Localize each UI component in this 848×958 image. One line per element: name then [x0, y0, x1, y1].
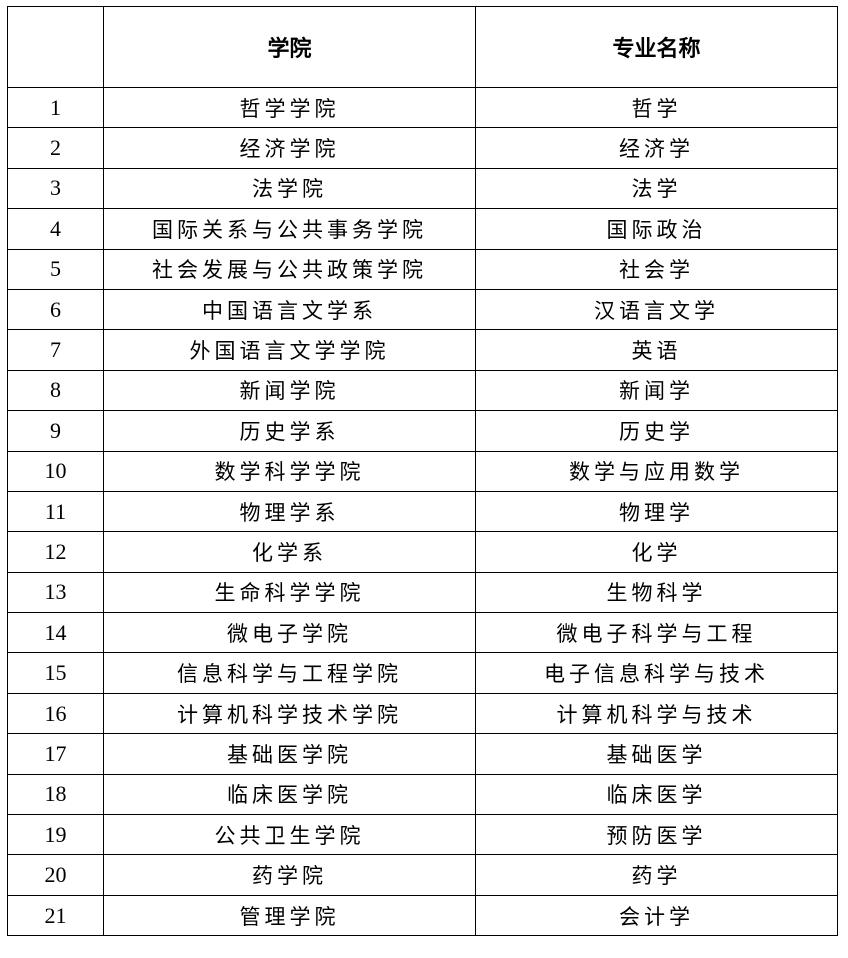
table-row: 7 外国语言文学学院 英语: [7, 329, 838, 371]
table-row: 17 基础医学院 基础医学: [7, 733, 838, 775]
table-row: 13 生命科学学院 生物科学: [7, 571, 838, 614]
school-cell: 计算机科学技术学院: [103, 692, 476, 735]
major-cell: 经济学: [475, 127, 838, 169]
school-cell: 新闻学院: [103, 369, 476, 412]
row-index: 20: [7, 854, 104, 896]
school-cell: 国际关系与公共事务学院: [103, 208, 476, 250]
table-row: 12 化学系 化学: [7, 531, 838, 573]
row-index: 13: [7, 571, 104, 614]
major-cell: 药学: [475, 854, 838, 896]
row-index: 19: [7, 814, 104, 856]
major-cell: 国际政治: [475, 208, 838, 250]
table-row: 9 历史学系 历史学: [7, 410, 838, 452]
major-cell: 数学与应用数学: [475, 450, 838, 492]
table-row: 8 新闻学院 新闻学: [7, 369, 838, 412]
table-row: 3 法学院 法学: [7, 167, 838, 210]
major-cell: 化学: [475, 531, 838, 573]
school-cell: 管理学院: [103, 894, 476, 937]
major-cell: 计算机科学与技术: [475, 692, 838, 735]
major-cell: 会计学: [475, 894, 838, 937]
major-cell: 新闻学: [475, 369, 838, 412]
school-cell: 经济学院: [103, 127, 476, 169]
row-index: 3: [7, 167, 104, 210]
school-cell: 哲学学院: [103, 86, 476, 129]
row-index: 9: [7, 410, 104, 452]
major-cell: 预防医学: [475, 814, 838, 856]
school-cell: 临床医学院: [103, 773, 476, 816]
table-row: 5 社会发展与公共政策学院 社会学: [7, 248, 838, 290]
table-row: 20 药学院 药学: [7, 854, 838, 896]
table-row: 11 物理学系 物理学: [7, 490, 838, 533]
table-row: 21 管理学院 会计学: [7, 894, 838, 937]
table-row: 10 数学科学学院 数学与应用数学: [7, 450, 838, 492]
school-cell: 社会发展与公共政策学院: [103, 248, 476, 290]
school-cell: 化学系: [103, 531, 476, 573]
school-cell: 微电子学院: [103, 612, 476, 654]
row-index: 7: [7, 329, 104, 371]
major-cell: 临床医学: [475, 773, 838, 816]
school-cell: 生命科学学院: [103, 571, 476, 614]
row-index: 8: [7, 369, 104, 412]
school-cell: 外国语言文学学院: [103, 329, 476, 371]
major-cell: 英语: [475, 329, 838, 371]
table-row: 19 公共卫生学院 预防医学: [7, 814, 838, 856]
row-index: 21: [7, 894, 104, 937]
row-index: 17: [7, 733, 104, 775]
header-major: 专业名称: [475, 6, 838, 88]
school-cell: 中国语言文学系: [103, 288, 476, 331]
table-row: 4 国际关系与公共事务学院 国际政治: [7, 208, 838, 250]
row-index: 11: [7, 490, 104, 533]
major-cell: 生物科学: [475, 571, 838, 614]
school-cell: 物理学系: [103, 490, 476, 533]
school-cell: 数学科学学院: [103, 450, 476, 492]
table-row: 14 微电子学院 微电子科学与工程: [7, 612, 838, 654]
header-row: 学院 专业名称: [7, 6, 838, 88]
school-cell: 信息科学与工程学院: [103, 652, 476, 694]
major-cell: 电子信息科学与技术: [475, 652, 838, 694]
row-index: 2: [7, 127, 104, 169]
table-row: 16 计算机科学技术学院 计算机科学与技术: [7, 692, 838, 735]
header-school: 学院: [103, 6, 476, 88]
major-cell: 物理学: [475, 490, 838, 533]
table-row: 18 临床医学院 临床医学: [7, 773, 838, 816]
major-cell: 汉语言文学: [475, 288, 838, 331]
school-cell: 基础医学院: [103, 733, 476, 775]
school-cell: 法学院: [103, 167, 476, 210]
row-index: 16: [7, 692, 104, 735]
school-cell: 药学院: [103, 854, 476, 896]
major-cell: 哲学: [475, 86, 838, 129]
row-index: 12: [7, 531, 104, 573]
row-index: 14: [7, 612, 104, 654]
row-index: 10: [7, 450, 104, 492]
major-cell: 法学: [475, 167, 838, 210]
row-index: 6: [7, 288, 104, 331]
majors-table: 学院 专业名称 1 哲学学院 哲学 2 经济学院 经济学 3 法学院 法学 4 国际关系与公共事务学…: [7, 6, 838, 937]
row-index: 18: [7, 773, 104, 816]
major-cell: 微电子科学与工程: [475, 612, 838, 654]
major-cell: 基础医学: [475, 733, 838, 775]
table-row: 2 经济学院 经济学: [7, 127, 838, 169]
table-row: 1 哲学学院 哲学: [7, 86, 838, 129]
school-cell: 公共卫生学院: [103, 814, 476, 856]
table-row: 15 信息科学与工程学院 电子信息科学与技术: [7, 652, 838, 694]
school-cell: 历史学系: [103, 410, 476, 452]
row-index: 15: [7, 652, 104, 694]
row-index: 5: [7, 248, 104, 290]
major-cell: 社会学: [475, 248, 838, 290]
table-row: 6 中国语言文学系 汉语言文学: [7, 288, 838, 331]
major-cell: 历史学: [475, 410, 838, 452]
row-index: 1: [7, 86, 104, 129]
header-index: [7, 6, 104, 88]
row-index: 4: [7, 208, 104, 250]
